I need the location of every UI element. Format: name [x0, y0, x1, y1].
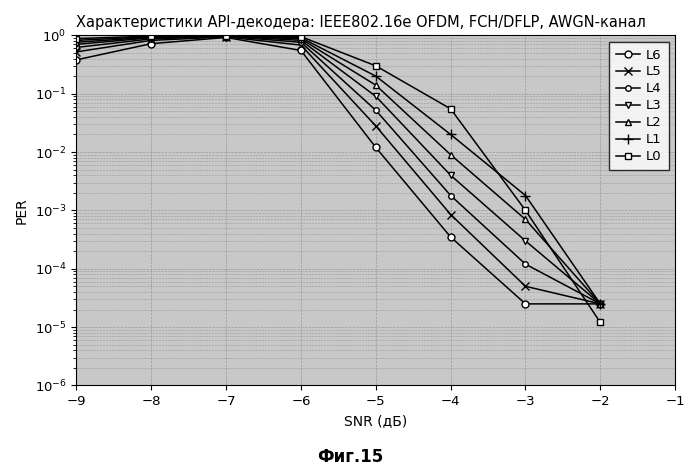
- L2: [372, 82, 380, 88]
- Line: L6: L6: [73, 34, 604, 308]
- L3: [147, 35, 155, 41]
- L2: [147, 34, 155, 40]
- L4: [522, 261, 530, 267]
- L6: [222, 35, 230, 41]
- Line: L3: L3: [73, 32, 604, 308]
- L0: [522, 208, 530, 213]
- L2: [447, 152, 455, 157]
- X-axis label: SNR (дБ): SNR (дБ): [344, 414, 407, 428]
- L0: [222, 33, 230, 39]
- L1: [72, 38, 80, 43]
- L1: [297, 35, 305, 41]
- L3: [447, 172, 455, 178]
- Line: L5: L5: [72, 33, 605, 308]
- Line: L2: L2: [73, 32, 604, 308]
- L5: [522, 284, 530, 289]
- L0: [72, 36, 80, 41]
- L5: [596, 301, 605, 307]
- L3: [596, 301, 605, 307]
- L1: [147, 34, 155, 40]
- L2: [522, 217, 530, 222]
- L4: [447, 193, 455, 198]
- L4: [72, 45, 80, 50]
- Line: L1: L1: [71, 31, 606, 309]
- L0: [372, 63, 380, 69]
- Legend: L6, L5, L4, L3, L2, L1, L0: L6, L5, L4, L3, L2, L1, L0: [609, 42, 668, 170]
- L1: [222, 33, 230, 39]
- L1: [447, 132, 455, 138]
- L3: [522, 238, 530, 244]
- Line: L0: L0: [73, 32, 604, 326]
- L1: [372, 73, 380, 79]
- L2: [596, 301, 605, 307]
- L6: [522, 301, 530, 307]
- L4: [297, 40, 305, 45]
- L3: [222, 33, 230, 39]
- L2: [72, 40, 80, 45]
- L0: [596, 320, 605, 325]
- L3: [372, 94, 380, 99]
- L3: [72, 41, 80, 47]
- Text: Характеристики API-декодера: IEEE802.16e OFDM, FCH/DFLP, AWGN-канал: Характеристики API-декодера: IEEE802.16e…: [76, 15, 646, 30]
- L5: [222, 34, 230, 40]
- Y-axis label: PER: PER: [15, 197, 29, 224]
- Text: Фиг.15: Фиг.15: [317, 448, 383, 466]
- L6: [447, 234, 455, 240]
- L0: [447, 106, 455, 112]
- L0: [297, 34, 305, 40]
- L6: [297, 48, 305, 53]
- Line: L4: L4: [74, 33, 603, 307]
- L5: [147, 38, 155, 43]
- L1: [596, 301, 605, 307]
- L5: [372, 123, 380, 129]
- L4: [372, 107, 380, 113]
- L6: [72, 57, 80, 63]
- L5: [297, 42, 305, 48]
- L4: [596, 301, 605, 307]
- L5: [447, 211, 455, 217]
- L6: [372, 145, 380, 150]
- L3: [297, 38, 305, 43]
- L6: [147, 41, 155, 47]
- L1: [522, 193, 530, 198]
- L5: [72, 49, 80, 55]
- L2: [297, 36, 305, 42]
- L0: [147, 33, 155, 39]
- L4: [222, 33, 230, 39]
- L2: [222, 33, 230, 39]
- L4: [147, 36, 155, 42]
- L6: [596, 301, 605, 307]
